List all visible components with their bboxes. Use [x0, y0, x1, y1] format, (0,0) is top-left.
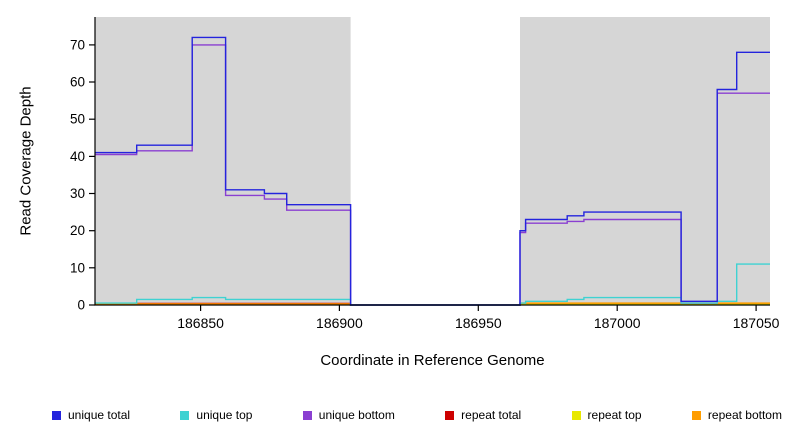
coverage-chart: 186850 186900 186950 187000 187050 0 10 20 30 40 5… [70, 17, 780, 331]
y-tick-label: 0 [77, 298, 85, 313]
series-line-unique-top [95, 263, 770, 306]
legend-item-repeat-bottom: repeat bottom [691, 408, 782, 422]
y-tick-label: 70 [70, 37, 85, 52]
y-tick-label: 20 [70, 223, 85, 238]
x-axis-title: Coordinate in Reference Genome [320, 352, 545, 369]
x-tick-label: 186950 [455, 315, 502, 331]
shaded-region [95, 17, 351, 305]
y-axis-title: Read Coverage Depth [17, 86, 35, 236]
legend-item-repeat-top: repeat top [571, 408, 642, 422]
repeat-bottom-swatch-icon [691, 410, 701, 420]
unique-top-swatch-icon [180, 410, 190, 420]
y-tick-label: 40 [70, 149, 85, 164]
repeat-top-swatch-icon [571, 410, 581, 420]
repeat-total-swatch-icon [445, 410, 455, 420]
legend-label: unique bottom [318, 408, 395, 422]
legend-item-repeat-total: repeat total [445, 408, 521, 422]
x-tick-label: 186900 [316, 315, 363, 331]
legend: unique total unique top unique bottom re… [0, 408, 792, 422]
y-tick-label: 60 [70, 75, 85, 90]
legend-item-unique-top: unique top [180, 408, 252, 422]
legend-label: repeat bottom [707, 408, 782, 422]
legend-item-unique-total: unique total [52, 408, 130, 422]
y-tick-label: 10 [70, 260, 85, 275]
unique-total-swatch-icon [52, 410, 61, 420]
y-tick-label: 30 [70, 186, 85, 201]
y-tick-label: 50 [70, 112, 85, 127]
x-tick-label: 187000 [594, 315, 641, 331]
unique-bottom-swatch-icon [302, 410, 312, 420]
legend-label: repeat total [461, 408, 522, 422]
shaded-region [520, 17, 770, 305]
x-tick-label: 187050 [733, 315, 780, 331]
series-line-unique-total [95, 36, 770, 306]
legend-item-unique-bottom: unique bottom [302, 408, 395, 422]
legend-label: unique total [68, 408, 131, 422]
legend-label: repeat top [587, 408, 642, 422]
x-tick-label: 186850 [177, 315, 224, 331]
legend-label: unique top [196, 408, 253, 422]
